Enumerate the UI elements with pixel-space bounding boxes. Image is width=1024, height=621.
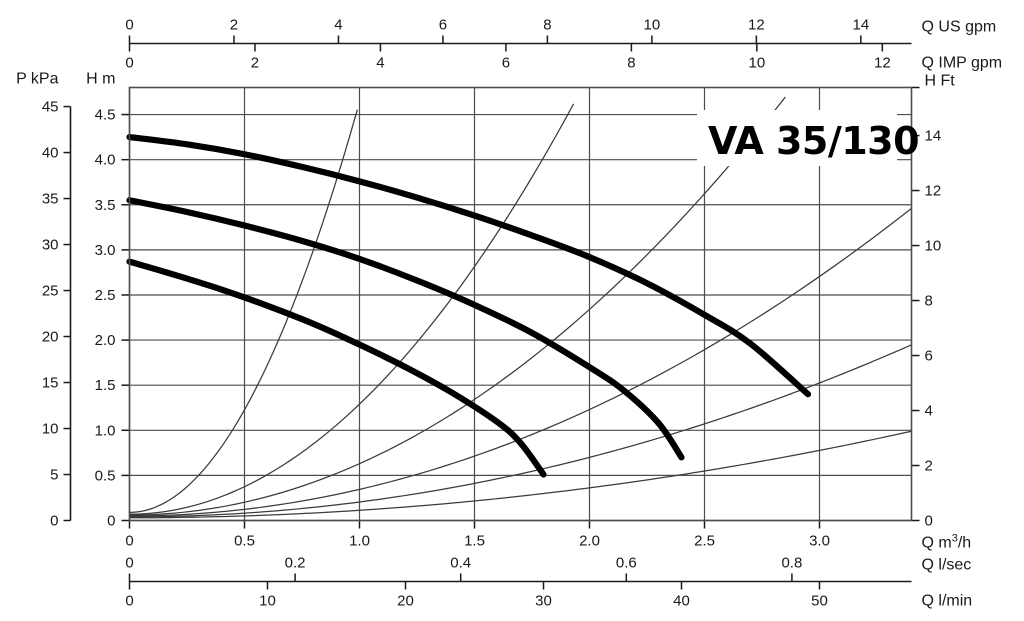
bottom-lmin-label: 50 — [811, 593, 828, 610]
top-us-gpm-label: 12 — [748, 17, 765, 34]
bottom-m3h-axis-name: Q m3/h — [922, 533, 972, 552]
top-imp-gpm-axis-name: Q IMP gpm — [922, 55, 1003, 72]
pump-performance-curve — [126, 197, 685, 461]
bottom-lmin-label: 30 — [535, 593, 552, 610]
left-hm-label: 3.5 — [95, 197, 116, 214]
top-us-gpm-axis-name: Q US gpm — [922, 19, 997, 36]
bottom-m3h-label: 2.5 — [694, 533, 715, 550]
right-hft-label: 12 — [925, 183, 942, 200]
top-imp-gpm-label: 6 — [502, 55, 510, 72]
top-us-gpm-label: 6 — [439, 17, 447, 34]
system-resistance-curve — [128, 103, 575, 515]
bottom-lsec-axis-name: Q l/sec — [922, 557, 972, 574]
bottom-lsec-label: 0 — [125, 555, 133, 572]
bottom-m3h-label: 0 — [125, 533, 133, 550]
top-imp-gpm-label: 2 — [251, 55, 259, 72]
bottom-lsec-label: 0.2 — [285, 555, 306, 572]
right-head-axis: 0 2 4 6 8 10 12 14 H Ft — [911, 73, 956, 530]
left-hm-label: 1.5 — [95, 377, 116, 394]
top-imp-gpm-label: 8 — [627, 55, 635, 72]
pump-performance-curve — [126, 258, 547, 478]
right-hft-label: 2 — [925, 458, 933, 475]
top-imp-gpm-label: 10 — [749, 55, 766, 72]
title-backdrop — [697, 110, 897, 166]
top-us-gpm-label: 10 — [644, 17, 661, 34]
left-kpa-label: 20 — [42, 329, 59, 346]
bottom-lmin-axis-name: Q l/min — [922, 593, 973, 610]
left-kpa-label: 30 — [42, 237, 59, 254]
left-kpa-label: 15 — [42, 375, 59, 392]
left-hm-label: 2.0 — [95, 332, 116, 349]
left-hm-label: 3.0 — [95, 242, 116, 259]
left-kpa-label: 40 — [42, 145, 59, 162]
model-title-box: VA 35/130 — [697, 110, 920, 166]
left-hm-label: 4.5 — [95, 107, 116, 124]
bottom-m3h-label: 1.0 — [349, 533, 370, 550]
left-kpa-axis-name: P kPa — [16, 71, 59, 88]
left-kpa-label: 35 — [42, 191, 59, 208]
top-imp-gpm-label: 12 — [874, 55, 891, 72]
right-hft-label: 14 — [925, 128, 942, 145]
bottom-m3h-label: 3.0 — [809, 533, 830, 550]
bottom-flow-axis: 0 0.5 1.0 1.5 2.0 2.5 3.0 Q m3/h 0 0.2 0.4 0.6 0.8 0 1… — [125, 520, 973, 610]
top-us-gpm-label: 8 — [543, 17, 551, 34]
left-hm-label: 2.5 — [95, 287, 116, 304]
model-title: VA 35/130 — [708, 119, 919, 163]
right-hft-label: 8 — [925, 293, 933, 310]
left-kpa-label: 0 — [50, 513, 58, 530]
bottom-m3h-label: 0.5 — [234, 533, 255, 550]
bottom-lsec-label: 0.8 — [781, 555, 802, 572]
bottom-lmin-label: 40 — [673, 593, 690, 610]
plot-area-border — [128, 86, 913, 522]
top-imp-gpm-label: 0 — [125, 55, 133, 72]
system-resistance-curve — [128, 430, 913, 519]
left-kpa-label: 45 — [42, 99, 59, 116]
pump-performance-curve — [126, 134, 812, 398]
bottom-lsec-label: 0.4 — [450, 555, 471, 572]
left-kpa-label: 5 — [50, 467, 58, 484]
right-hft-label: 6 — [925, 348, 933, 365]
top-us-gpm-label: 4 — [334, 17, 342, 34]
top-us-gpm-label: 0 — [125, 17, 133, 34]
bottom-lmin-label: 20 — [397, 593, 414, 610]
system-resistance-curve — [128, 109, 358, 514]
right-hft-axis-name: H Ft — [925, 73, 956, 90]
right-hft-label: 0 — [925, 513, 933, 530]
bottom-lmin-label: 0 — [125, 593, 133, 610]
top-us-gpm-label: 2 — [230, 17, 238, 34]
left-hm-label: 1.0 — [95, 422, 116, 439]
system-curves — [128, 96, 913, 519]
pump-curves — [126, 134, 812, 478]
bottom-lsec-label: 0.6 — [616, 555, 637, 572]
top-flow-axis: 0 2 4 6 8 10 12 14 0 2 4 6 8 10 12 Q US gpm Q IMP gpm — [125, 17, 1002, 72]
left-kpa-label: 25 — [42, 283, 59, 300]
left-kpa-label: 10 — [42, 421, 59, 438]
system-resistance-curve — [128, 344, 913, 518]
bottom-m3h-label: 2.0 — [579, 533, 600, 550]
bottom-lmin-label: 10 — [259, 593, 276, 610]
right-hft-label: 4 — [925, 403, 933, 420]
bottom-m3h-label: 1.5 — [464, 533, 485, 550]
left-hm-label: 0 — [107, 513, 115, 530]
left-hm-axis-name: H m — [86, 71, 115, 88]
left-hm-label: 0.5 — [95, 467, 116, 484]
top-imp-gpm-label: 4 — [376, 55, 384, 72]
left-hm-label: 4.0 — [95, 152, 116, 169]
system-resistance-curve — [128, 96, 786, 516]
left-head-axis: 0 0.5 1.0 1.5 2.0 2.5 3.0 3.5 4.0 4.5 H m 0 5 10 15 20 2… — [16, 71, 130, 530]
top-us-gpm-label: 14 — [852, 17, 869, 34]
right-hft-label: 10 — [925, 238, 942, 255]
plot-border — [128, 86, 913, 522]
